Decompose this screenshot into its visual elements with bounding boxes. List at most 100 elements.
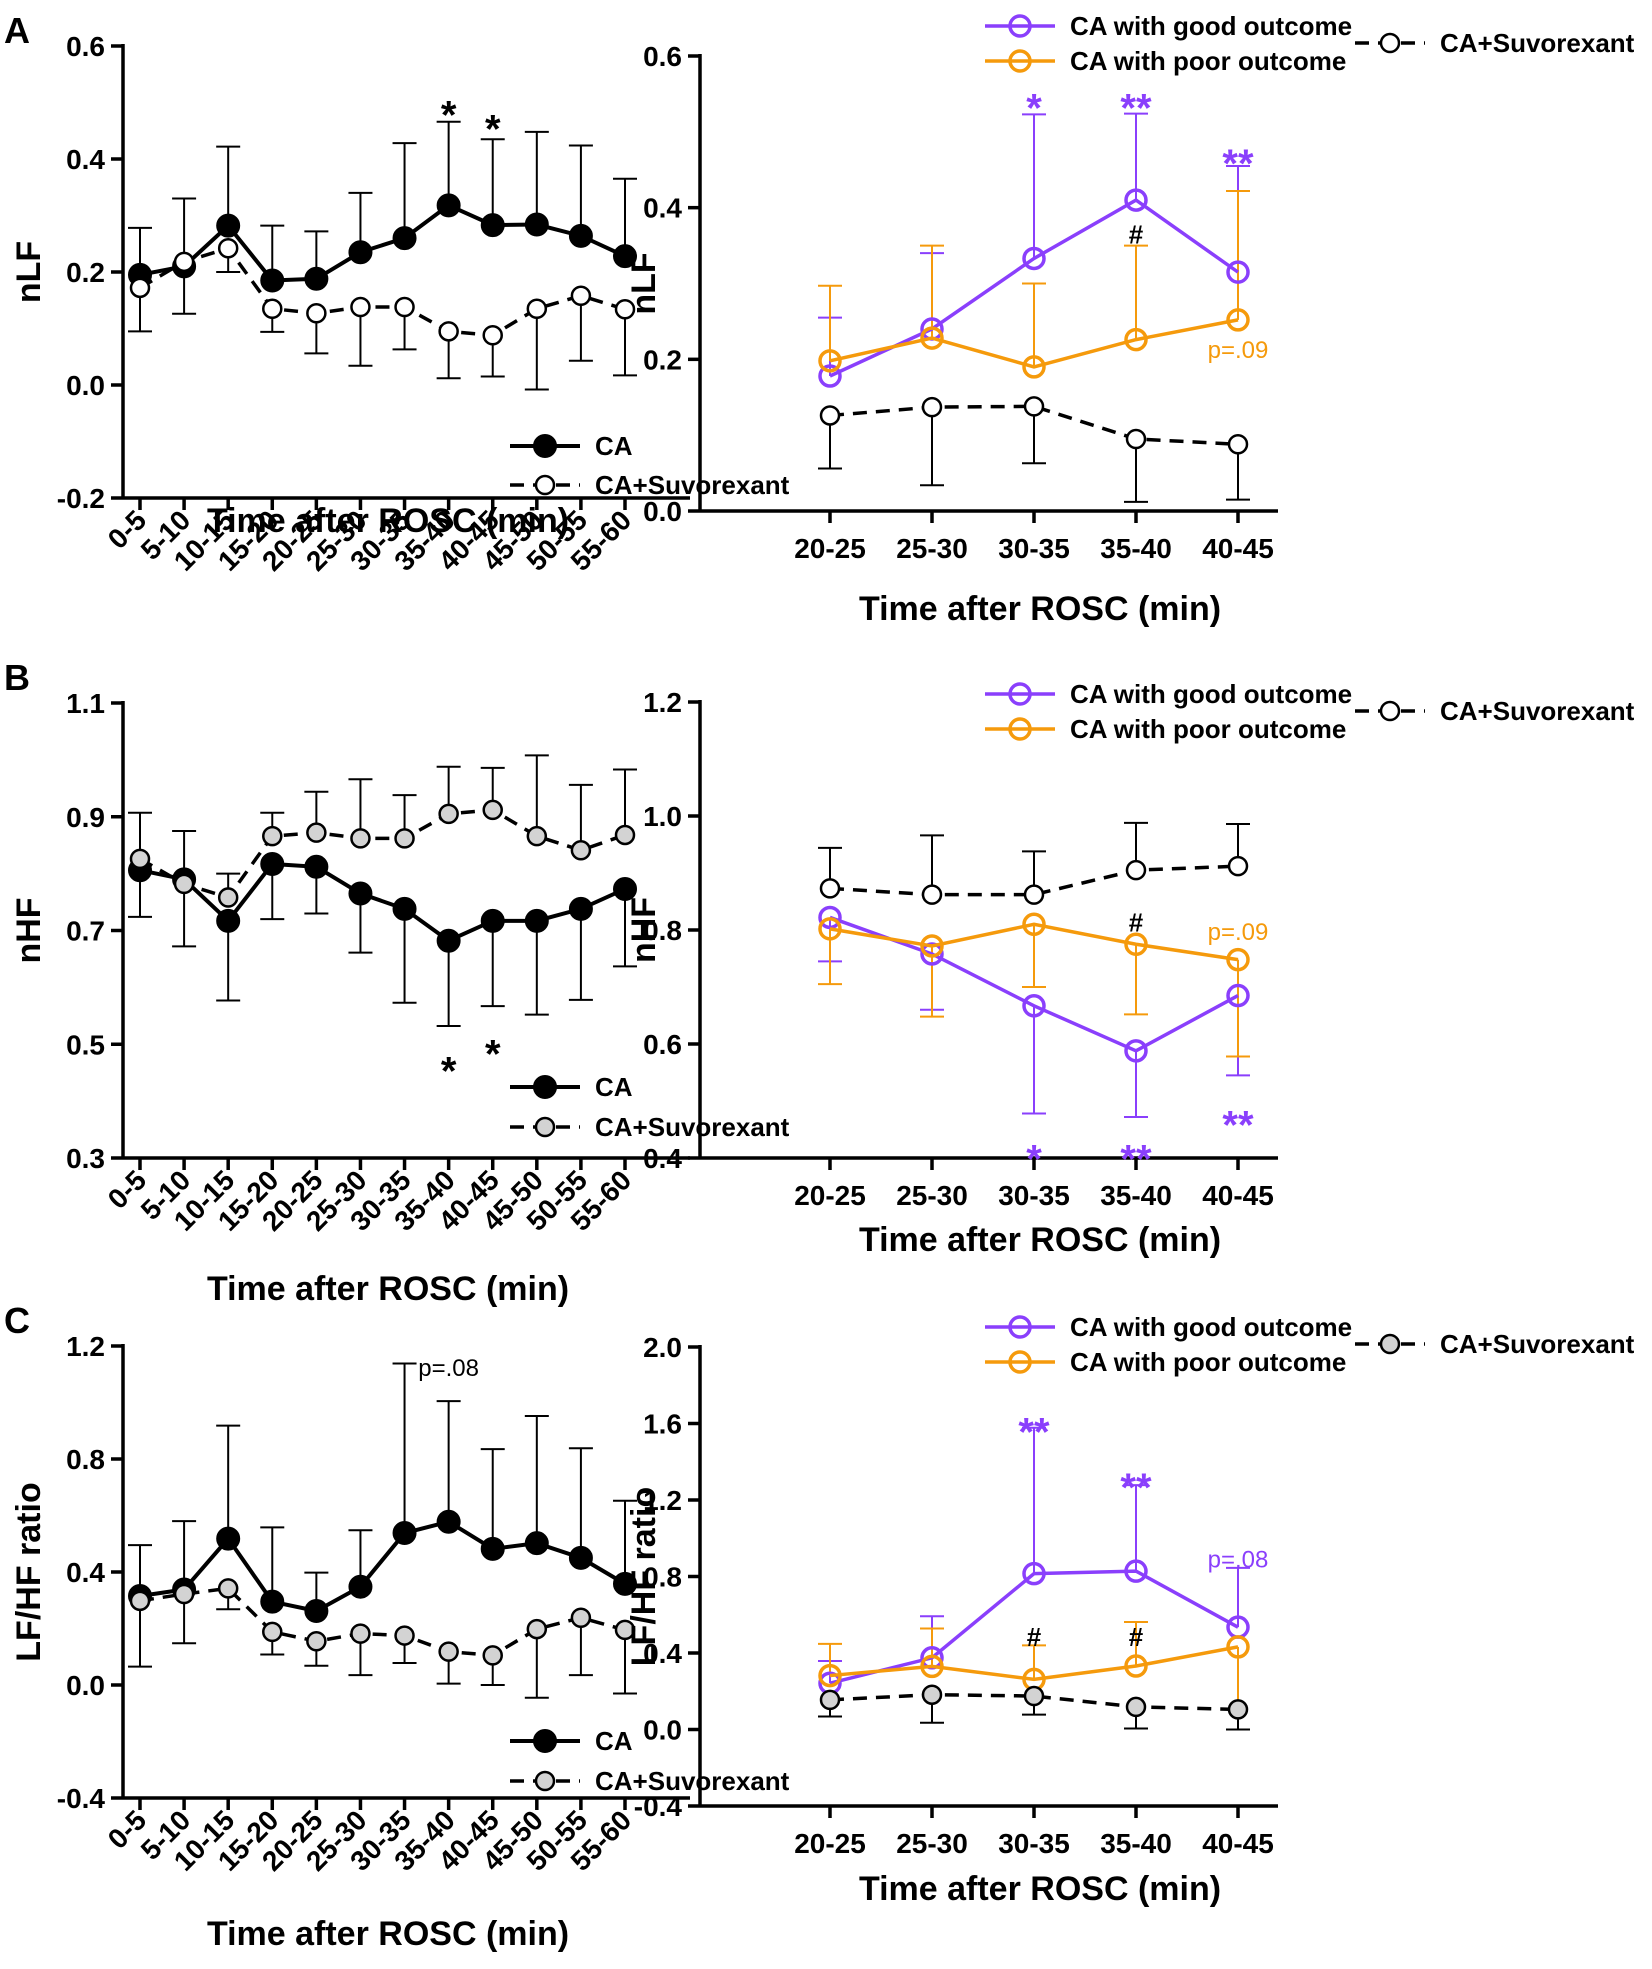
legend-swatch-marker (1379, 32, 1401, 54)
data-point (438, 803, 459, 825)
y-tick-label: 0.8 (643, 1562, 682, 1593)
data-point (392, 896, 417, 921)
legend-entry: CA (510, 431, 633, 461)
data-point (394, 1625, 415, 1646)
data-point (482, 799, 503, 821)
legend-swatch-marker (1008, 1315, 1032, 1339)
y-tick-label: 1.0 (643, 801, 682, 832)
y-tick-label: 0.6 (66, 31, 105, 62)
legend-label: CA+Suvorexant (595, 1112, 790, 1142)
data-point (613, 1571, 637, 1596)
y-tick-label: 1.2 (66, 1331, 105, 1362)
data-point (260, 1589, 285, 1614)
y-tick-label: 0.8 (66, 1444, 105, 1475)
data-point (482, 325, 503, 346)
legend-label: CA (595, 1072, 633, 1102)
data-point (173, 1583, 195, 1605)
data-point (570, 285, 592, 306)
legend-swatch-marker (1379, 1333, 1401, 1355)
legend-entry: CA+Suvorexant (1355, 1329, 1635, 1359)
y-tick-label: 2.0 (643, 1332, 682, 1363)
y-tick-label: 0.4 (643, 1143, 682, 1174)
series-ca-with-poor-outcome (818, 189, 1250, 367)
data-point (1124, 327, 1148, 352)
y-tick-label: 1.2 (643, 1485, 682, 1516)
y-tick-label: 1.6 (643, 1409, 682, 1440)
data-point (394, 828, 415, 849)
legend-entry: CA+Suvorexant (1355, 28, 1635, 58)
series-ca-with-poor-outcome (818, 1621, 1250, 1731)
legend-label: CA+Suvorexant (1440, 1329, 1635, 1359)
data-point (129, 848, 151, 870)
data-point (1125, 428, 1147, 450)
annotation: ** (1120, 1466, 1152, 1510)
y-tick-label: 0.9 (66, 802, 105, 833)
legend-swatch-marker (534, 1116, 556, 1138)
data-point (819, 405, 841, 426)
legend-swatch-marker (533, 434, 557, 458)
data-point (568, 896, 593, 921)
data-point (392, 226, 417, 251)
series-ca-suvorexant (818, 821, 1250, 895)
data-point (1022, 912, 1046, 937)
legend-entry: CA+Suvorexant (510, 470, 790, 500)
series-line (139, 1519, 627, 1614)
data-point (1023, 884, 1045, 905)
chart-A-right: 0.6 0.4 0.2 0.0 20-25 25-30 30-35 35-40 40-45 nLF… (625, 11, 1635, 628)
data-point (568, 1545, 593, 1570)
legend-entry: CA with good outcome (985, 679, 1352, 709)
data-point (1227, 855, 1249, 877)
x-axis-title: Time after ROSC (min) (859, 1221, 1221, 1259)
y-tick-label: 0.3 (66, 1143, 105, 1174)
data-point (921, 884, 943, 905)
data-point (1226, 983, 1250, 1008)
legend-label: CA+Suvorexant (595, 1766, 790, 1796)
annotation: * (441, 1049, 457, 1093)
y-tick-label: 0.4 (643, 193, 682, 224)
data-point (436, 193, 461, 218)
y-tick-label: 0.0 (66, 1670, 105, 1701)
data-point (920, 942, 944, 966)
data-point (526, 298, 548, 319)
annotation: p=.09 (1208, 337, 1269, 364)
chart-C-right: 2.0 1.6 1.2 0.8 0.4 0.0 -0.4 20-25 25-30 30-35 35-… (625, 1312, 1635, 1908)
legend-swatch-marker (1008, 682, 1032, 706)
data-point (129, 1590, 151, 1612)
data-point (482, 1645, 503, 1666)
series-ca-suvorexant (818, 406, 1250, 503)
y-tick-label: 0.0 (66, 370, 105, 401)
data-point (350, 1623, 371, 1644)
data-point (262, 1621, 283, 1643)
legend-entry: CA+Suvorexant (510, 1766, 790, 1796)
x-tick-label: 35-40 (1100, 1828, 1172, 1859)
legend-swatch-marker (533, 1729, 557, 1753)
data-point (1226, 308, 1250, 332)
x-tick-label: 20-25 (794, 1180, 866, 1211)
annotation: * (441, 94, 457, 138)
y-tick-label: 0.2 (643, 344, 682, 375)
annotation: # (1129, 1622, 1144, 1652)
legend-label: CA+Suvorexant (1440, 696, 1635, 726)
annotation: # (1129, 219, 1144, 249)
x-tick-label: 25-30 (896, 1828, 968, 1859)
data-point (1124, 1654, 1148, 1678)
data-point (1124, 1559, 1148, 1583)
data-point (306, 822, 327, 843)
annotation: ** (1120, 1138, 1152, 1182)
legend-label: CA with poor outcome (1070, 714, 1346, 744)
data-point (819, 1689, 841, 1711)
series-line (139, 246, 626, 338)
series-line (829, 404, 1239, 447)
y-tick-label: 0.6 (643, 41, 682, 72)
x-tick-label: 40-45 (1202, 1828, 1274, 1859)
legend-entry: CA+Suvorexant (1355, 696, 1635, 726)
y-tick-label: 0.0 (643, 496, 682, 527)
legend-entry: CA (510, 1072, 633, 1102)
y-tick-label: 1.1 (66, 688, 105, 719)
y-axis-title: nLF (625, 252, 663, 314)
data-point (1022, 994, 1046, 1018)
data-point (304, 1598, 329, 1623)
legend-swatch-marker (1008, 1350, 1032, 1374)
chart-A-left: 0.60.40.20.0-0.20-55-1010-1515-2020-2525… (10, 31, 790, 577)
y-tick-label: 0.4 (66, 1557, 105, 1588)
